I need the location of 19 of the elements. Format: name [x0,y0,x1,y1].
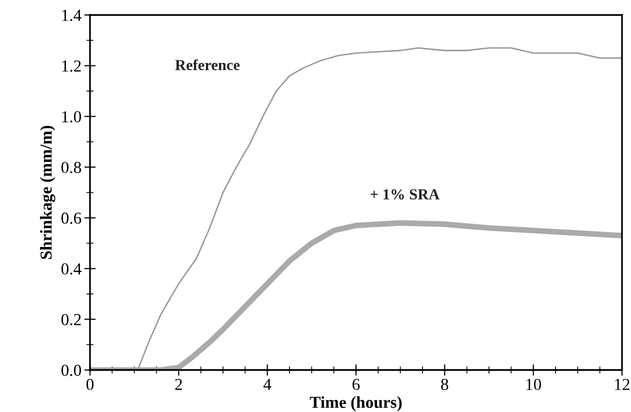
y-tick-label: 0.4 [61,263,82,275]
x-tick-label: 0 [86,378,94,390]
y-tick-label: 1.4 [62,10,82,22]
x-tick-label: 12 [615,378,630,390]
x-tick-label: 8 [441,378,448,390]
x-axis-title: Time (hours) [310,396,402,412]
text: Reference [175,59,240,70]
y-tick-label: 1.0 [62,111,82,122]
y-axis-title: Shrinkage (mm/m) [40,126,56,259]
x-tick-label: 10 [526,378,542,390]
y-tick-label: 0.6 [61,212,82,224]
y-tick-label: 1.2 [62,60,81,72]
y-tick-label: 0.2 [61,314,81,326]
y-tick-label: 0.0 [61,364,82,376]
y-tick-label: 0.8 [61,162,82,174]
series-label: + 1% SRA [370,189,440,200]
x-tick-label: 2 [175,378,182,390]
x-tick-label: 6 [352,378,360,390]
x-tick-label: 4 [263,378,272,390]
